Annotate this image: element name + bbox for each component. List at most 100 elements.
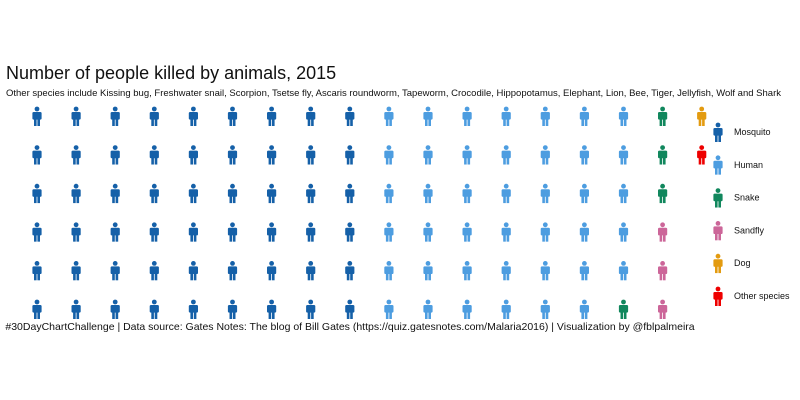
person-icon-dog bbox=[697, 106, 707, 126]
person-icon-mosquito bbox=[267, 106, 277, 126]
legend-label: Human bbox=[734, 160, 763, 170]
person-icon-human bbox=[462, 299, 472, 319]
person-icon-human bbox=[462, 222, 472, 242]
person-icon-mosquito bbox=[267, 299, 277, 319]
person-icon-human bbox=[579, 145, 589, 165]
person-icon-human bbox=[384, 183, 394, 204]
person-icon-mosquito bbox=[306, 145, 316, 165]
person-icon-mosquito bbox=[110, 106, 120, 126]
legend-person-icon bbox=[713, 253, 723, 274]
person-icon-mosquito bbox=[306, 261, 316, 281]
person-icon-human bbox=[540, 299, 550, 319]
person-icon-human bbox=[540, 106, 550, 126]
person-icon-human bbox=[501, 222, 511, 242]
person-icon-mosquito bbox=[149, 183, 159, 204]
legend-person-icon bbox=[713, 221, 723, 241]
person-icon-human bbox=[501, 261, 511, 281]
person-icon-human bbox=[462, 145, 472, 165]
person-icon-mosquito bbox=[71, 222, 81, 242]
person-icon-human bbox=[423, 183, 433, 204]
person-icon-mosquito bbox=[267, 261, 277, 281]
person-icon-mosquito bbox=[71, 145, 81, 165]
legend-person-icon bbox=[713, 188, 723, 208]
legend-item: Human bbox=[713, 155, 763, 175]
person-icon-snake bbox=[658, 106, 668, 126]
person-icon-human bbox=[579, 222, 589, 242]
person-icon-mosquito bbox=[71, 261, 81, 281]
legend-item: Dog bbox=[713, 253, 751, 274]
legend-label: Snake bbox=[734, 193, 760, 203]
person-icon-human bbox=[501, 106, 511, 126]
person-icon-human bbox=[423, 145, 433, 165]
person-icon-mosquito bbox=[306, 106, 316, 126]
person-icon-mosquito bbox=[227, 299, 238, 319]
person-icon-human bbox=[540, 183, 550, 204]
person-icon-mosquito bbox=[149, 261, 159, 281]
legend-label: Other species bbox=[734, 291, 790, 301]
person-icon-mosquito bbox=[188, 106, 198, 126]
person-icon-human bbox=[501, 183, 511, 204]
person-icon-mosquito bbox=[188, 145, 198, 165]
person-icon-mosquito bbox=[345, 106, 355, 126]
person-icon-human bbox=[384, 261, 394, 281]
person-icon-mosquito bbox=[149, 222, 159, 242]
person-icon-human bbox=[384, 299, 394, 319]
person-icon-mosquito bbox=[32, 222, 42, 242]
person-icon-human bbox=[540, 261, 550, 281]
legend-item: Sandfly bbox=[713, 221, 765, 241]
person-icon-mosquito bbox=[267, 183, 277, 204]
person-icon-mosquito bbox=[149, 299, 159, 319]
person-icon-other-species bbox=[697, 145, 707, 165]
person-icon-mosquito bbox=[227, 106, 238, 126]
person-icon-mosquito bbox=[267, 222, 277, 242]
person-icon-human bbox=[462, 106, 472, 126]
person-icon-mosquito bbox=[345, 299, 355, 319]
person-icon-human bbox=[618, 261, 629, 281]
chart-title: Number of people killed by animals, 2015 bbox=[6, 63, 337, 83]
person-icon-human bbox=[618, 106, 629, 126]
person-icon-mosquito bbox=[227, 261, 238, 281]
person-icon-snake bbox=[658, 145, 668, 165]
chart-subtitle: Other species include Kissing bug, Fresh… bbox=[6, 88, 781, 99]
person-icon-mosquito bbox=[32, 261, 42, 281]
person-icon-mosquito bbox=[188, 299, 198, 319]
icon-grid bbox=[32, 106, 707, 319]
person-icon-mosquito bbox=[227, 145, 238, 165]
person-icon-mosquito bbox=[345, 145, 355, 165]
legend-item: Mosquito bbox=[713, 122, 771, 142]
person-icon-sandfly bbox=[658, 222, 668, 242]
person-icon-human bbox=[462, 261, 472, 281]
person-icon-mosquito bbox=[188, 183, 198, 204]
person-icon-mosquito bbox=[227, 222, 238, 242]
person-icon-mosquito bbox=[32, 145, 42, 165]
person-icon-mosquito bbox=[267, 145, 277, 165]
person-icon-mosquito bbox=[345, 183, 355, 204]
legend: Mosquito Human Snake Sandfly Dog Other specie… bbox=[713, 122, 790, 306]
person-icon-mosquito bbox=[306, 222, 316, 242]
legend-person-icon bbox=[713, 286, 723, 306]
legend-item: Other species bbox=[713, 286, 790, 306]
person-icon-sandfly bbox=[658, 299, 668, 319]
person-icon-mosquito bbox=[71, 299, 81, 319]
person-icon-human bbox=[501, 145, 511, 165]
person-icon-mosquito bbox=[110, 261, 120, 281]
person-icon-mosquito bbox=[227, 183, 238, 204]
person-icon-mosquito bbox=[306, 183, 316, 204]
legend-label: Dog bbox=[734, 258, 751, 268]
legend-label: Mosquito bbox=[734, 127, 771, 137]
legend-item: Snake bbox=[713, 188, 760, 208]
person-icon-mosquito bbox=[110, 299, 120, 319]
person-icon-human bbox=[540, 145, 550, 165]
person-icon-human bbox=[384, 106, 394, 126]
person-icon-mosquito bbox=[110, 183, 120, 204]
legend-person-icon bbox=[713, 155, 723, 175]
person-icon-human bbox=[540, 222, 550, 242]
person-icon-human bbox=[384, 145, 394, 165]
person-icon-mosquito bbox=[110, 145, 120, 165]
person-icon-human bbox=[423, 222, 433, 242]
person-icon-mosquito bbox=[110, 222, 120, 242]
person-icon-mosquito bbox=[32, 299, 42, 319]
person-icon-human bbox=[579, 299, 589, 319]
legend-label: Sandfly bbox=[734, 225, 765, 235]
